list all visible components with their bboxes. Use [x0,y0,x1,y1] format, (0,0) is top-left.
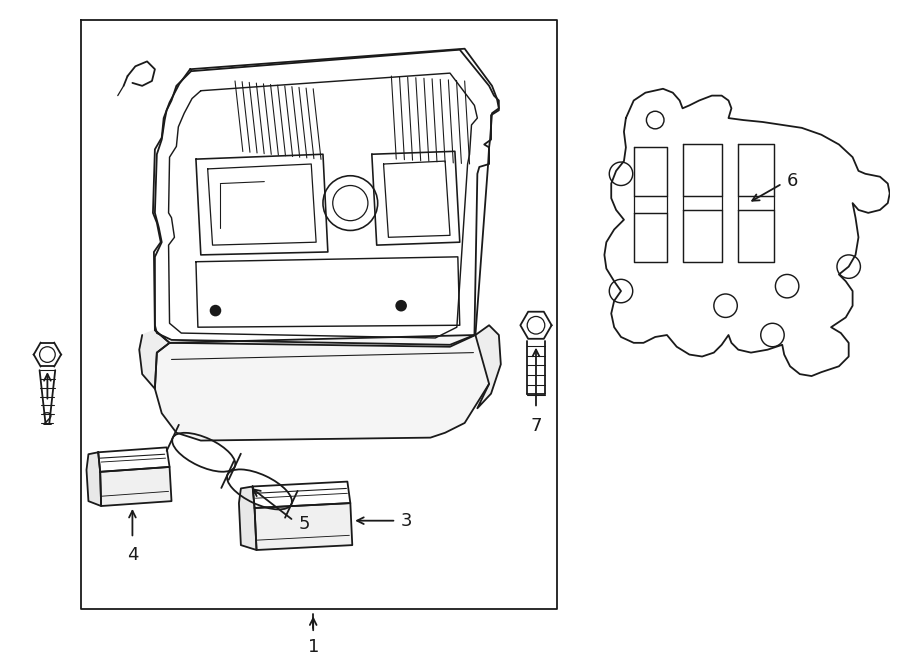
Polygon shape [86,452,101,506]
Text: 5: 5 [299,515,310,533]
Text: 2: 2 [41,411,53,429]
Text: 3: 3 [401,512,412,529]
Polygon shape [475,325,500,408]
Circle shape [396,301,406,311]
Polygon shape [253,482,350,508]
Circle shape [211,305,220,315]
Polygon shape [140,330,169,389]
Text: 1: 1 [308,638,319,656]
Polygon shape [155,50,499,345]
Text: 7: 7 [530,417,542,435]
Polygon shape [255,503,352,550]
Polygon shape [98,447,169,472]
Polygon shape [605,89,890,376]
Polygon shape [238,486,256,550]
Polygon shape [100,467,172,506]
Text: 4: 4 [127,546,139,564]
Text: 6: 6 [788,172,798,190]
Polygon shape [153,49,499,347]
Polygon shape [155,335,489,440]
Polygon shape [520,312,552,339]
